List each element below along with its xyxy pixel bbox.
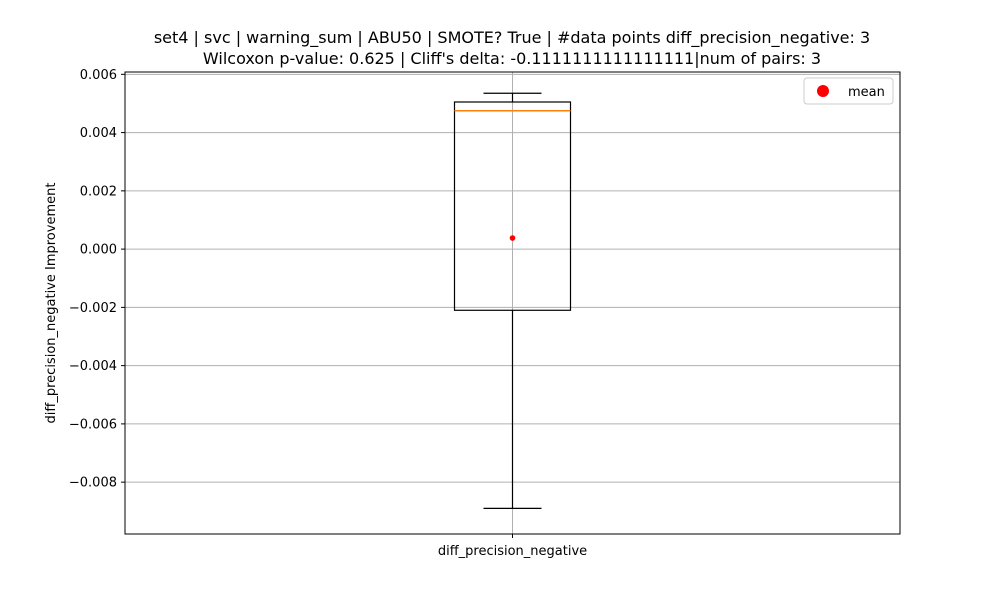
chart-title-line-1: set4 | svc | warning_sum | ABU50 | SMOTE… xyxy=(154,28,870,48)
y-tick-label: −0.002 xyxy=(69,301,117,316)
legend-label-mean: mean xyxy=(848,85,885,100)
axes-frame xyxy=(124,71,901,535)
x-axis-ticks: diff_precision_negative xyxy=(438,534,587,559)
legend-mean-marker xyxy=(817,85,829,97)
y-tick-label: 0.006 xyxy=(80,68,117,83)
y-tick-label: −0.008 xyxy=(69,476,117,491)
x-tick-label: diff_precision_negative xyxy=(438,544,587,559)
y-axis-label: diff_precision_negative Improvement xyxy=(44,183,59,424)
plot-area xyxy=(453,92,572,509)
y-tick-label: 0.000 xyxy=(80,243,117,258)
y-tick-label: −0.004 xyxy=(69,359,117,374)
y-axis-ticks: −0.008 −0.006 −0.004 −0.002 0.000 0.002 0.004 0… xyxy=(69,68,125,491)
box-iqr xyxy=(453,101,572,311)
y-tick-label: −0.006 xyxy=(69,417,117,432)
y-tick-label: 0.002 xyxy=(80,184,117,199)
legend-box xyxy=(803,77,894,105)
legend: mean xyxy=(803,77,894,105)
y-tick-label: 0.004 xyxy=(80,126,117,141)
chart-title-line-2: Wilcoxon p-value: 0.625 | Cliff's delta:… xyxy=(203,49,821,68)
mean-marker xyxy=(509,235,516,241)
